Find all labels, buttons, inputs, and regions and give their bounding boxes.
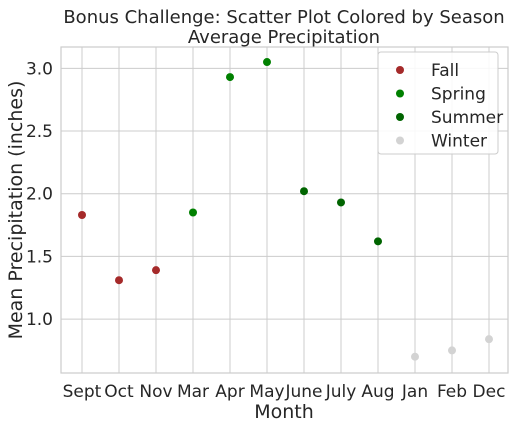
legend-marker-spring	[396, 89, 404, 98]
data-points	[78, 58, 493, 361]
point-fall-nov	[152, 266, 160, 275]
x-tick-label: Dec	[473, 382, 506, 402]
x-tick-label: July	[325, 382, 357, 402]
x-tick-label: Feb	[437, 382, 467, 402]
point-summer-july	[337, 198, 345, 207]
chart-title: Bonus Challenge: Scatter Plot Colored by…	[63, 7, 504, 28]
x-tick-label: Mar	[177, 382, 209, 402]
x-tick-label: Apr	[215, 382, 244, 402]
x-tick-label: Aug	[361, 382, 394, 402]
x-tick-label: June	[284, 382, 322, 402]
x-tick-labels: Sept Oct Nov Mar Apr May June July Aug Jan Feb Dec	[63, 382, 506, 402]
point-winter-jan	[411, 352, 419, 361]
x-tick-label: Nov	[139, 382, 172, 402]
legend-marker-summer	[396, 113, 404, 121]
y-tick-label: 3.0	[26, 59, 53, 79]
x-tick-label: Jan	[401, 382, 428, 402]
point-summer-june	[300, 187, 308, 196]
y-tick-label: 1.5	[26, 247, 53, 267]
x-axis-label: Month	[254, 401, 314, 423]
plot-area	[60, 46, 509, 374]
y-axis-label: Mean Precipitation (inches)	[5, 81, 27, 340]
point-spring-may	[263, 58, 271, 67]
point-winter-feb	[448, 346, 456, 355]
legend-box	[377, 51, 499, 155]
point-spring-apr	[226, 73, 234, 82]
y-tick-labels: 1.0 1.5 2.0 2.5 3.0	[26, 59, 53, 330]
point-summer-aug	[374, 237, 382, 246]
y-tick-label: 2.5	[26, 122, 53, 142]
chart-subtitle: Average Precipitation	[188, 27, 380, 48]
legend-label-spring: Spring	[431, 85, 486, 105]
y-tick-label: 1.0	[26, 310, 53, 330]
point-spring-mar	[189, 208, 197, 217]
legend-label-fall: Fall	[431, 61, 459, 81]
legend-marker-winter	[396, 136, 404, 145]
legend-label-winter: Winter	[431, 132, 487, 152]
point-fall-sept	[78, 211, 86, 220]
point-winter-dec	[485, 335, 493, 344]
point-fall-oct	[115, 276, 123, 285]
x-tick-label: Oct	[104, 382, 134, 402]
y-tick-label: 2.0	[26, 185, 53, 205]
x-tick-label: May	[249, 382, 284, 402]
legend-marker-fall	[396, 66, 404, 74]
x-tick-label: Sept	[63, 382, 102, 402]
legend: Fall Spring Summer Winter	[377, 51, 503, 155]
legend-label-summer: Summer	[431, 108, 503, 128]
